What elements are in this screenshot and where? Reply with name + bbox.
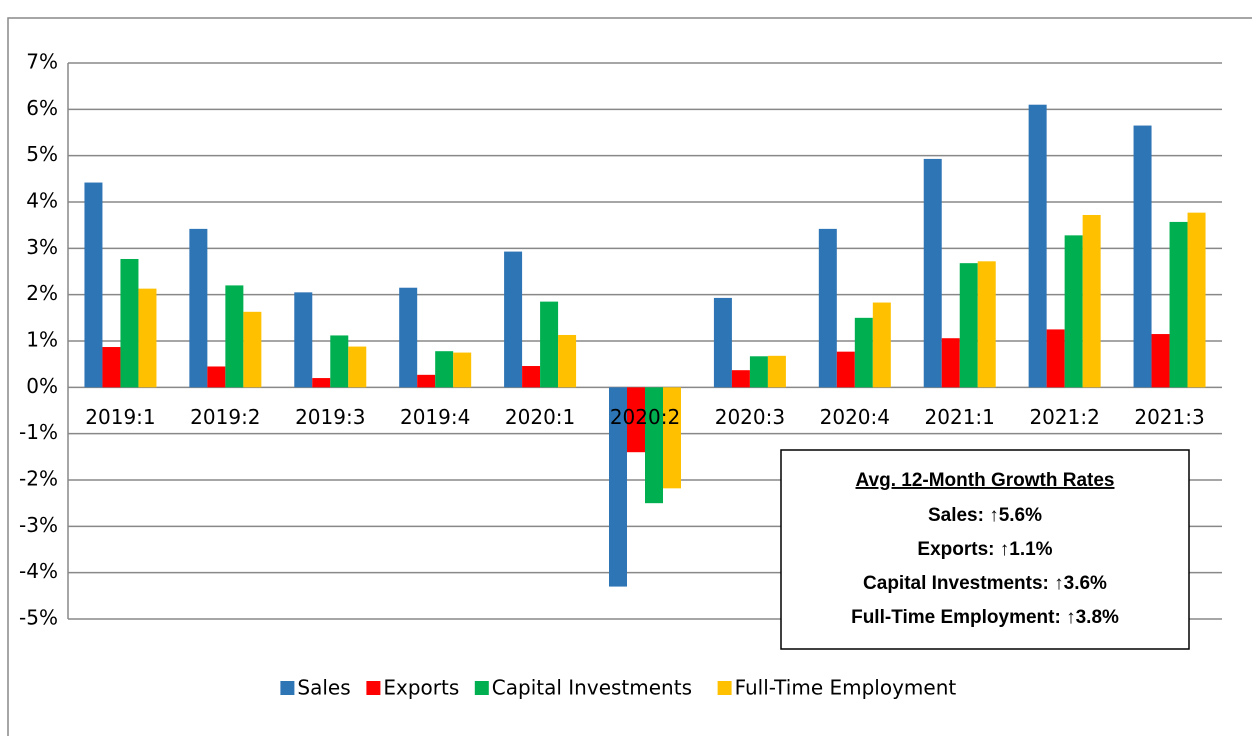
bar: [959, 263, 978, 388]
bar: [102, 347, 121, 388]
bar: [138, 288, 157, 388]
y-tick-label: -4%: [19, 559, 58, 583]
bar: [453, 352, 472, 388]
legend-label: Full-Time Employment: [735, 676, 957, 700]
y-tick-label: 7%: [26, 50, 58, 74]
bar: [558, 334, 577, 388]
bar: [713, 297, 732, 388]
bar: [818, 228, 837, 388]
annotation-line: Full-Time Employment: ↑3.8%: [851, 607, 1119, 628]
bar: [836, 351, 855, 388]
bar: [645, 387, 663, 504]
x-tick-label: 2020:1: [505, 405, 575, 429]
bar: [294, 292, 313, 388]
legend-label: Exports: [383, 676, 459, 700]
annotation-box: [780, 449, 1190, 650]
bar: [767, 355, 786, 388]
bar: [522, 366, 541, 388]
y-tick-label: -3%: [19, 513, 58, 537]
bar: [189, 228, 208, 388]
bar: [348, 346, 367, 388]
legend-swatch: [280, 681, 295, 695]
annotation: Avg. 12-Month Growth Rates Sales: ↑5.6% Ex…: [780, 449, 1190, 650]
y-tick-label: 0%: [26, 374, 58, 398]
bar: [1151, 334, 1170, 388]
bar: [225, 285, 244, 388]
y-tick-label: -5%: [19, 606, 58, 630]
x-tick-label: 2020:4: [820, 405, 890, 429]
y-tick-label: 2%: [26, 281, 58, 305]
annotation-line: Sales: ↑5.6%: [928, 505, 1042, 526]
bar: [872, 302, 891, 388]
legend-swatch: [474, 681, 489, 695]
bar: [609, 387, 627, 587]
bar: [435, 351, 454, 388]
legend: Sales Exports Capital Investments Full-Time…: [280, 676, 956, 700]
x-tick-label: 2019:1: [85, 405, 155, 429]
bar: [731, 370, 750, 388]
y-tick-label: -2%: [19, 467, 58, 491]
x-tick-label: 2019:2: [190, 405, 260, 429]
y-tick-label: 1%: [26, 328, 58, 352]
bar: [923, 158, 942, 388]
bar: [627, 387, 645, 453]
annotation-line: Exports: ↑1.1%: [917, 539, 1052, 560]
x-tick-label: 2019:4: [400, 405, 470, 429]
legend-label: Capital Investments: [492, 676, 692, 700]
x-tick-label: 2020:2: [610, 405, 680, 429]
bar: [84, 182, 103, 388]
bar: [312, 378, 331, 388]
y-tick-label: 3%: [26, 235, 58, 259]
bar: [663, 387, 681, 489]
x-tick-label: 2021:1: [925, 405, 995, 429]
legend-label: Sales: [297, 676, 350, 700]
bar: [1133, 125, 1152, 388]
bar: [1082, 214, 1101, 388]
x-tick-label: 2021:2: [1029, 405, 1099, 429]
bar: [1028, 104, 1047, 388]
bar: [504, 251, 523, 388]
legend-swatch: [366, 681, 381, 695]
annotation-line: Capital Investments: ↑3.6%: [863, 573, 1107, 594]
y-tick-label: 6%: [26, 96, 58, 120]
bar: [749, 356, 768, 388]
bar: [540, 301, 559, 388]
bar: [1187, 212, 1206, 388]
bar: [120, 258, 139, 388]
legend-swatch: [717, 681, 732, 695]
bar: [1046, 329, 1065, 388]
y-tick-label: -1%: [19, 420, 58, 444]
y-tick-label: 4%: [26, 189, 58, 213]
bar: [941, 338, 960, 388]
bar: [1169, 221, 1188, 388]
x-tick-label: 2021:3: [1134, 405, 1204, 429]
bar: [330, 335, 349, 388]
x-tick-label: 2019:3: [295, 405, 365, 429]
bar: [417, 374, 436, 388]
bar: [1064, 235, 1083, 388]
bar: [243, 311, 262, 388]
bar: [207, 366, 226, 388]
annotation-title: Avg. 12-Month Growth Rates: [856, 470, 1115, 491]
bar: [399, 287, 418, 388]
bar: [977, 261, 996, 388]
bar: [854, 317, 873, 388]
x-tick-label: 2020:3: [715, 405, 785, 429]
y-tick-label: 5%: [26, 142, 58, 166]
